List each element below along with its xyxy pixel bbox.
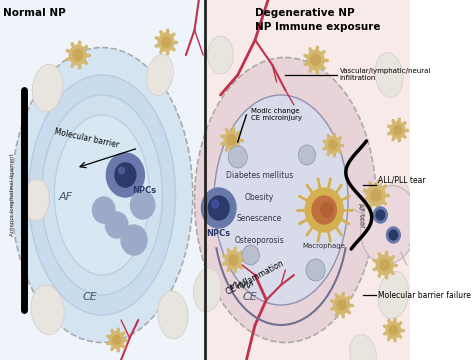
Circle shape — [334, 296, 349, 314]
Circle shape — [69, 45, 86, 65]
Text: Vascular/lymphatic/neural
infiltration: Vascular/lymphatic/neural infiltration — [340, 68, 431, 81]
Circle shape — [326, 137, 340, 153]
Text: Diabetes mellitus: Diabetes mellitus — [226, 171, 293, 180]
Circle shape — [162, 37, 170, 47]
Circle shape — [389, 230, 398, 240]
Circle shape — [386, 227, 400, 243]
Text: ALL/PLL tear: ALL/PLL tear — [378, 176, 426, 185]
Text: Obesity: Obesity — [245, 193, 274, 202]
Circle shape — [229, 255, 238, 265]
Text: NPCs: NPCs — [207, 229, 231, 238]
Circle shape — [312, 196, 337, 224]
Circle shape — [209, 196, 229, 220]
Circle shape — [212, 200, 219, 208]
Text: CE inflammation: CE inflammation — [225, 259, 285, 297]
Bar — [205, 0, 410, 360]
Circle shape — [106, 212, 128, 238]
Circle shape — [109, 332, 124, 348]
Circle shape — [306, 259, 325, 281]
Circle shape — [371, 189, 381, 201]
Circle shape — [305, 188, 343, 232]
Text: Modic change
CE microinjury: Modic change CE microinjury — [251, 108, 302, 121]
Text: Anterior longitudinal ligament: Anterior longitudinal ligament — [9, 154, 15, 236]
Circle shape — [73, 50, 82, 60]
Circle shape — [298, 145, 316, 165]
Ellipse shape — [208, 36, 233, 74]
Ellipse shape — [214, 95, 348, 305]
Circle shape — [226, 251, 241, 269]
Ellipse shape — [158, 291, 188, 339]
Ellipse shape — [11, 48, 193, 342]
Text: Degenerative NP: Degenerative NP — [255, 8, 355, 18]
Ellipse shape — [350, 334, 376, 360]
Circle shape — [376, 255, 393, 275]
Text: Osteoporosis: Osteoporosis — [235, 235, 284, 244]
Ellipse shape — [375, 53, 403, 97]
Circle shape — [386, 322, 401, 338]
Text: AF tear: AF tear — [357, 202, 365, 228]
Circle shape — [201, 188, 236, 228]
Circle shape — [389, 325, 397, 335]
Circle shape — [115, 163, 136, 187]
Circle shape — [337, 300, 346, 310]
Ellipse shape — [360, 185, 418, 265]
Text: AF: AF — [59, 192, 73, 202]
Circle shape — [224, 131, 239, 149]
Circle shape — [242, 245, 259, 265]
Circle shape — [130, 191, 155, 219]
Circle shape — [307, 50, 324, 70]
Circle shape — [329, 140, 337, 150]
Circle shape — [321, 203, 333, 217]
Ellipse shape — [23, 179, 49, 221]
Circle shape — [376, 210, 385, 220]
Ellipse shape — [28, 75, 175, 315]
Text: Normal NP: Normal NP — [2, 8, 65, 18]
Circle shape — [394, 125, 401, 135]
Ellipse shape — [385, 180, 410, 220]
Text: Molecular barrier: Molecular barrier — [53, 127, 119, 150]
Circle shape — [106, 153, 145, 197]
Circle shape — [391, 122, 405, 138]
Circle shape — [367, 185, 385, 206]
Text: CE: CE — [242, 292, 257, 302]
Ellipse shape — [42, 95, 163, 295]
Text: NPCs: NPCs — [132, 186, 156, 195]
Circle shape — [228, 135, 236, 145]
Circle shape — [92, 197, 115, 223]
Circle shape — [158, 33, 174, 51]
Ellipse shape — [32, 64, 63, 112]
Circle shape — [374, 207, 387, 223]
Ellipse shape — [194, 58, 376, 342]
Ellipse shape — [55, 115, 150, 275]
Text: Macrophage: Macrophage — [303, 243, 346, 249]
Ellipse shape — [193, 268, 221, 312]
Text: CE: CE — [82, 292, 97, 302]
Text: Molecular barrier failure: Molecular barrier failure — [378, 291, 471, 300]
Text: Senescence: Senescence — [237, 213, 282, 222]
Ellipse shape — [31, 285, 64, 335]
Ellipse shape — [378, 271, 409, 319]
Text: NP Immune exposure: NP Immune exposure — [255, 22, 381, 32]
Circle shape — [121, 225, 147, 255]
Circle shape — [118, 167, 124, 174]
Circle shape — [228, 146, 247, 168]
Circle shape — [380, 260, 390, 270]
Circle shape — [113, 336, 121, 345]
Bar — [0, 0, 205, 360]
Circle shape — [311, 55, 320, 66]
Ellipse shape — [146, 54, 173, 96]
